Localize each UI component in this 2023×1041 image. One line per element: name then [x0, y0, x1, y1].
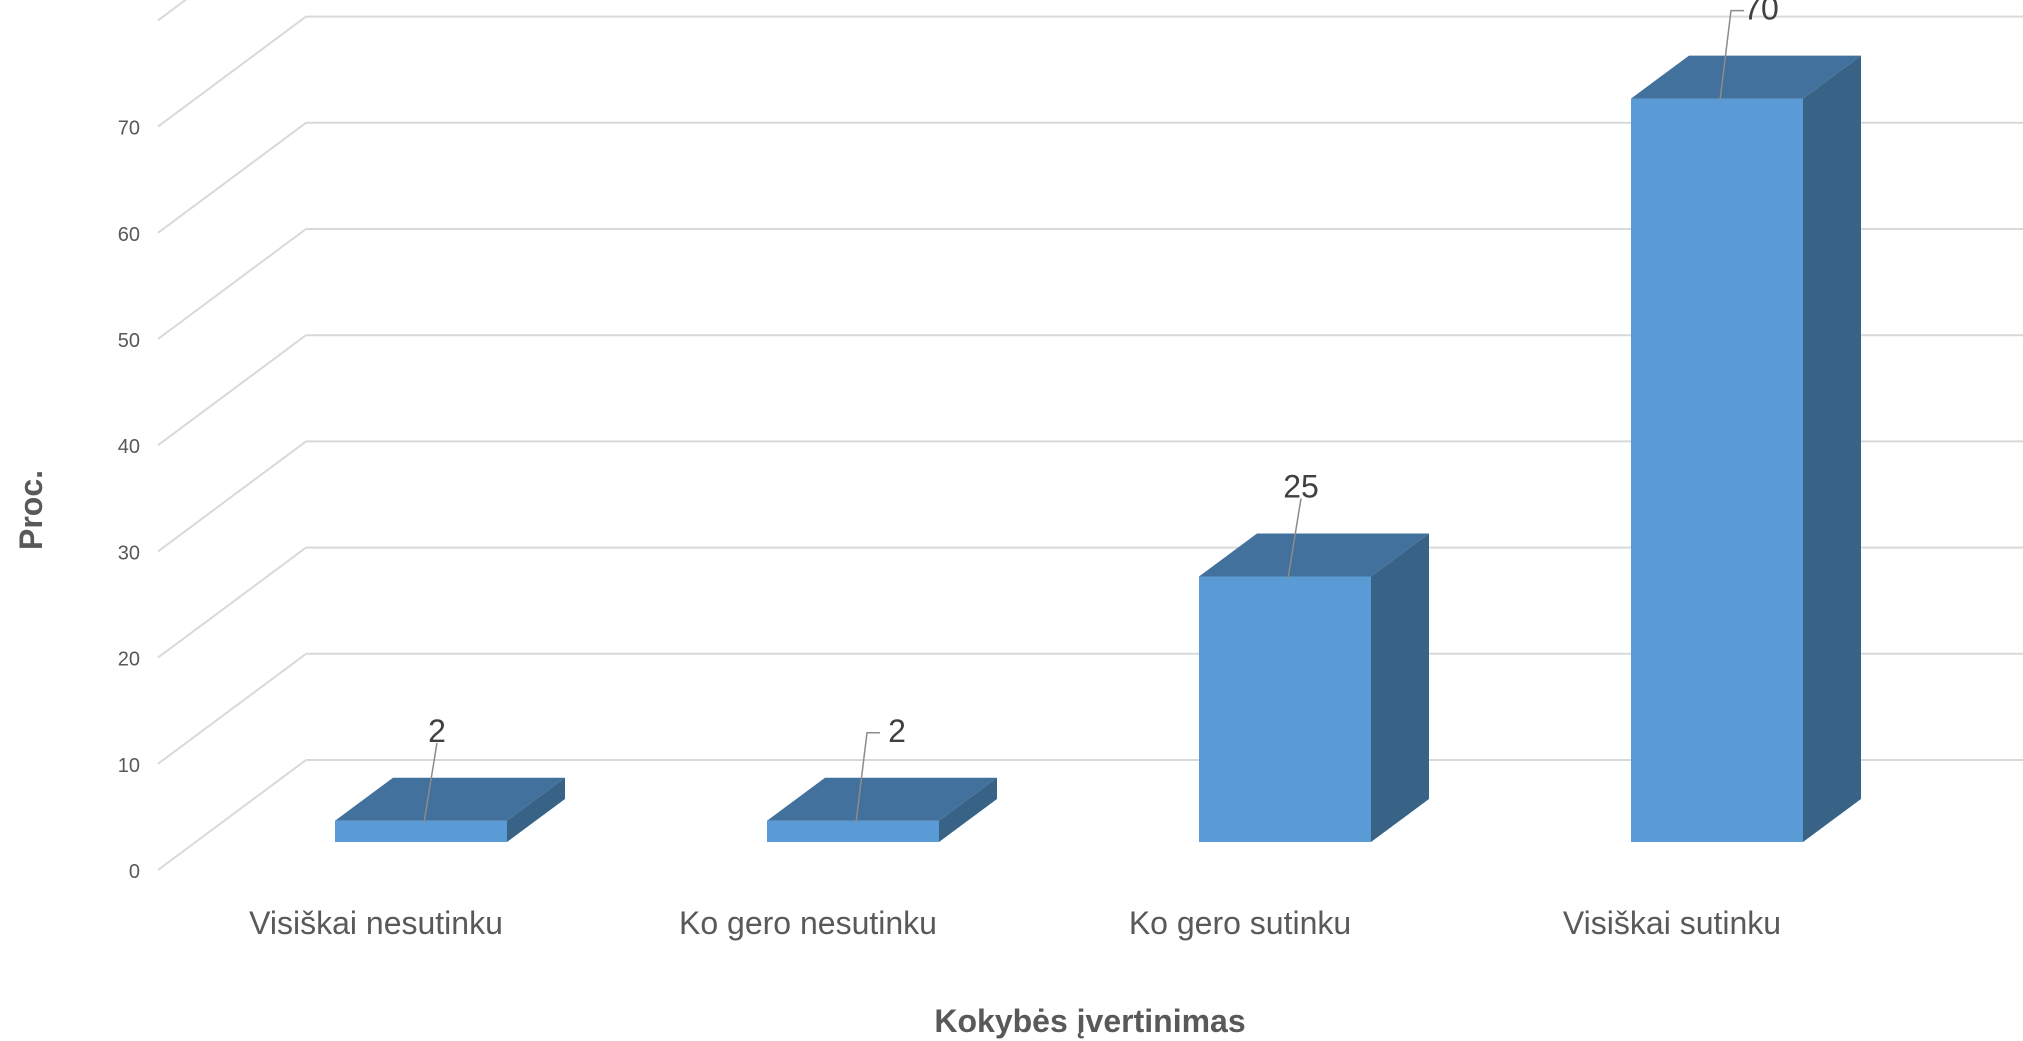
gridline-diagonal: [157, 0, 188, 22]
x-category-label: Visiškai nesutinku: [249, 905, 503, 941]
data-label-leader: [855, 732, 880, 823]
gridline-diagonal: [157, 121, 307, 234]
bar-side: [1371, 533, 1429, 842]
x-category-label: Visiškai sutinku: [1563, 905, 1781, 941]
gridline-diagonal: [157, 759, 307, 871]
data-label-leader: [1719, 9, 1744, 101]
gridline-diagonal: [157, 334, 307, 447]
gridline-diagonal: [157, 15, 307, 128]
data-label-leader: [1287, 498, 1302, 579]
bar: [767, 777, 997, 842]
data-label: 70: [1743, 0, 1779, 27]
chart-bars: [335, 55, 1861, 843]
x-axis-categories: Visiškai nesutinku Ko gero nesutinku Ko ge…: [249, 905, 1781, 941]
bar-side: [507, 777, 565, 842]
y-tick-label: 60: [118, 224, 140, 246]
y-tick-label: 70: [118, 118, 140, 140]
bar-front: [767, 820, 939, 842]
gridline-diagonal: [157, 546, 307, 659]
x-category-label: Ko gero nesutinku: [679, 905, 937, 941]
bar: [1631, 55, 1861, 843]
y-tick-label: 20: [118, 649, 140, 671]
y-axis-ticks: 0 10 20 30 40 50 60 70: [118, 118, 140, 883]
bar-top: [335, 777, 565, 821]
bar-top: [1199, 533, 1429, 577]
gridline-diagonal: [157, 228, 307, 340]
data-label-leader: [423, 742, 438, 823]
x-category-label: Ko gero sutinku: [1129, 905, 1351, 941]
y-tick-label: 10: [118, 755, 140, 777]
bar-front: [1631, 98, 1803, 843]
data-label: 25: [1283, 469, 1319, 505]
y-tick-label: 0: [129, 861, 140, 883]
y-tick-label: 50: [118, 330, 140, 352]
bar-top: [767, 777, 997, 821]
y-axis-title: Proc.: [13, 470, 49, 550]
gridline-diagonal: [157, 440, 307, 553]
bar: [335, 777, 565, 842]
bar-side: [939, 777, 997, 842]
bar-front: [335, 820, 507, 842]
data-label: 2: [428, 713, 446, 749]
y-tick-label: 40: [118, 436, 140, 458]
gridline-diagonal: [157, 652, 307, 765]
bar: [1199, 533, 1429, 842]
data-labels: 2 2 25 70: [423, 0, 1779, 823]
x-axis-title: Kokybės įvertinimas: [934, 1003, 1245, 1039]
bar-side: [1803, 55, 1861, 843]
bar-top: [1631, 55, 1861, 99]
data-label: 2: [888, 713, 906, 749]
bar-front: [1199, 576, 1371, 842]
y-tick-label: 30: [118, 542, 140, 564]
